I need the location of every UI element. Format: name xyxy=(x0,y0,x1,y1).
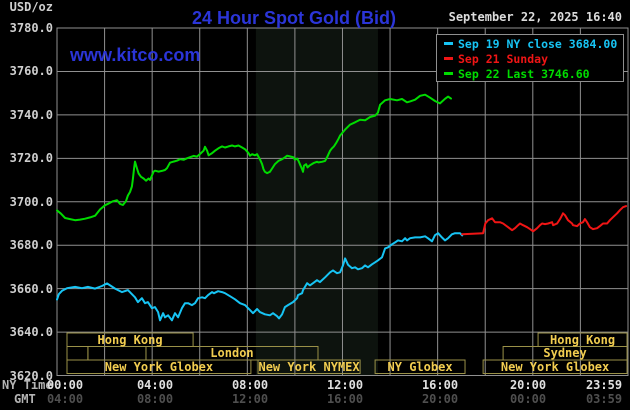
session-box xyxy=(87,346,147,361)
legend-box: Sep 19 NY close 3684.00 Sep 21 Sunday Se… xyxy=(436,34,624,82)
x-tick-ny-time: 20:00 xyxy=(509,378,547,392)
session-label: New York Globex xyxy=(104,359,214,374)
legend-label: Sep 19 NY close 3684.00 xyxy=(458,36,618,51)
session-box xyxy=(482,359,628,374)
x-tick-gmt: 03:59 xyxy=(585,392,623,406)
price-line-sep22 xyxy=(56,93,452,222)
y-tick-label: 3700.0 xyxy=(9,194,53,209)
y-tick-label: 3660.0 xyxy=(9,281,53,296)
x-tick-gmt: 00:00 xyxy=(509,392,547,406)
session-box xyxy=(374,359,466,374)
price-line-sep21 xyxy=(461,205,628,236)
sep21-line-swatch xyxy=(444,57,453,60)
x-tick-ny-time: 12:00 xyxy=(326,378,364,392)
x-tick-ny-time: 00:00 xyxy=(46,378,84,392)
x-tick-gmt: 16:00 xyxy=(326,392,364,406)
y-tick-label: 3620.0 xyxy=(9,368,53,383)
legend-label: Sep 21 Sunday xyxy=(458,51,549,66)
y-tick-label: 3760.0 xyxy=(9,64,53,79)
session-box xyxy=(66,346,89,361)
legend-item-sep21: Sep 21 Sunday xyxy=(444,51,623,66)
session-label: Hong Kong xyxy=(550,332,616,347)
session-label: NY Globex xyxy=(387,359,453,374)
session-label: Sydney xyxy=(543,346,587,360)
ny-time-axis-label: NY Time xyxy=(2,378,53,392)
price-line-sep19 xyxy=(56,232,464,322)
y-tick-label: 3720.0 xyxy=(9,151,53,166)
session-label: Hong Kong xyxy=(97,332,163,347)
x-tick-gmt: 12:00 xyxy=(231,392,269,406)
session-box xyxy=(257,359,361,374)
kitco-watermark-link[interactable]: www.kitco.com xyxy=(70,45,201,65)
sep22-line-swatch xyxy=(444,72,453,75)
datetime-label: September 22, 2025 16:40 xyxy=(448,10,622,24)
y-tick-label: 3680.0 xyxy=(9,238,53,253)
x-tick-gmt: 20:00 xyxy=(421,392,459,406)
y-tick-label: 3780.0 xyxy=(9,21,53,35)
session-label: New York Globex xyxy=(500,359,610,374)
x-tick-ny-time: 23:59 xyxy=(585,378,623,392)
session-label: London xyxy=(210,346,254,360)
unit-label: USD/oz xyxy=(9,0,53,14)
x-tick-gmt: 08:00 xyxy=(136,392,174,406)
legend-label: Sep 22 Last 3746.60 xyxy=(458,66,590,81)
session-box xyxy=(66,359,252,374)
x-tick-gmt: 04:00 xyxy=(46,392,84,406)
y-tick-label: 3640.0 xyxy=(9,325,53,340)
y-tick-label: 3740.0 xyxy=(9,107,53,122)
legend-item-sep22: Sep 22 Last 3746.60 xyxy=(444,66,623,81)
sep19-line-swatch xyxy=(444,42,453,45)
plot-frame xyxy=(56,27,629,376)
gmt-axis-label: GMT xyxy=(14,392,36,406)
page-title: 24 Hour Spot Gold (Bid) xyxy=(192,8,396,28)
x-tick-ny-time: 16:00 xyxy=(421,378,459,392)
session-label: New York NYMEX xyxy=(258,359,360,374)
x-tick-ny-time: 04:00 xyxy=(136,378,174,392)
x-tick-ny-time: 08:00 xyxy=(231,378,269,392)
legend-item-sep19: Sep 19 NY close 3684.00 xyxy=(444,36,623,51)
